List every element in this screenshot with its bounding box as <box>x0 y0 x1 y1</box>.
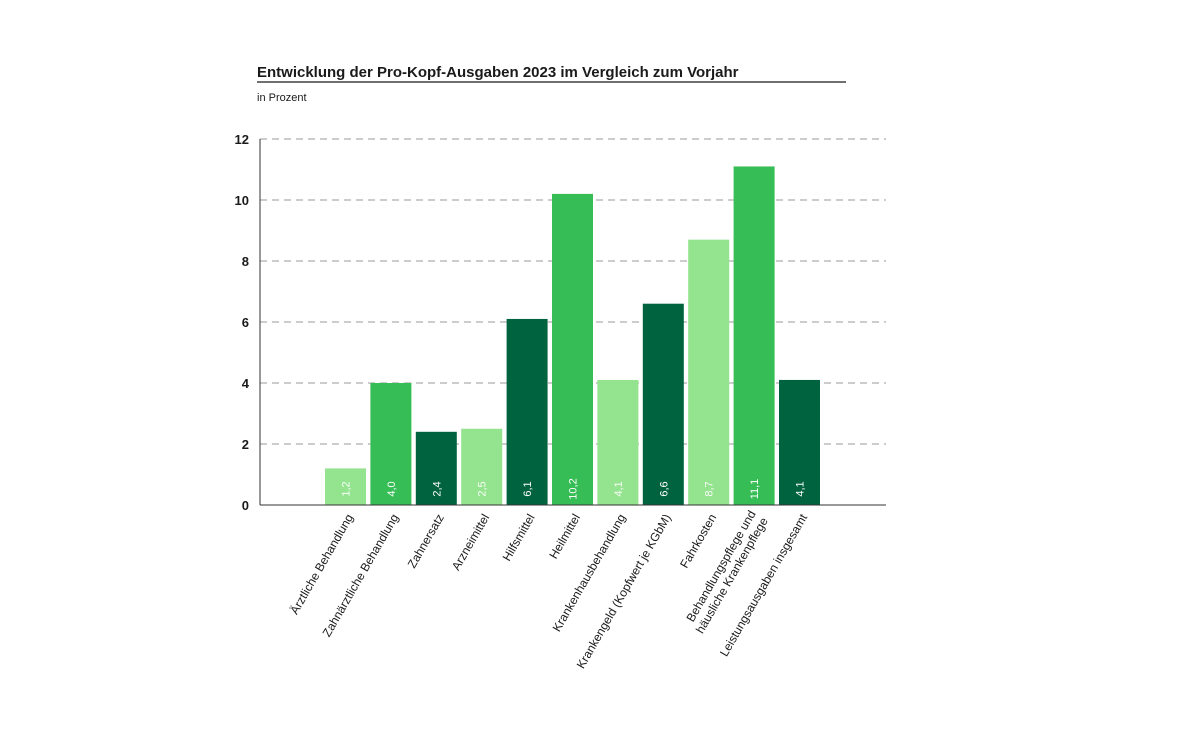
bar-value-label: 1,2 <box>341 481 353 496</box>
x-category-label: Hilfsmittel <box>500 512 538 564</box>
bar <box>733 166 775 505</box>
x-category-label: Behandlungspflege undhäusliche Krankenpf… <box>681 508 771 636</box>
y-tick-label: 12 <box>235 132 249 147</box>
bar-value-label: 6,1 <box>522 481 534 496</box>
y-tick-label: 10 <box>235 193 249 208</box>
bar <box>597 379 639 505</box>
bar <box>370 383 412 505</box>
bars <box>325 166 820 505</box>
y-tick-label: 2 <box>242 437 249 452</box>
bar-value-label: 6,6 <box>658 481 670 496</box>
chart-subtitle: in Prozent <box>257 92 307 104</box>
bar-value-label: 4,1 <box>795 481 807 496</box>
bar <box>688 239 730 505</box>
x-category-label: Arzneimittel <box>449 512 492 573</box>
bar-value-label: 2,4 <box>431 481 443 496</box>
bar-value-label: 10,2 <box>568 478 580 499</box>
bar-value-label: 11,1 <box>749 479 761 500</box>
y-tick-label: 8 <box>242 254 249 269</box>
bar <box>506 318 548 505</box>
bar-value-label: 4,1 <box>613 481 625 496</box>
x-category-label: Fahrkosten <box>677 512 719 571</box>
bar <box>642 303 684 505</box>
chart-title: Entwicklung der Pro-Kopf-Ausgaben 2023 i… <box>257 64 739 81</box>
x-category-label: Krankengeld (Kopfwert je KGbM) <box>574 512 674 672</box>
bar <box>779 379 820 505</box>
x-category-label: Zahnersatz <box>405 512 447 571</box>
bar-value-label: 8,7 <box>704 481 716 496</box>
y-tick-label: 4 <box>242 376 250 391</box>
bar <box>415 431 457 505</box>
value-labels: 1,2 4,0 2,4 2,5 6,1 10,2 4,1 6,6 8,7 11,1 4,1 <box>341 478 807 499</box>
bar <box>552 193 593 505</box>
bar <box>461 428 503 505</box>
bar-value-label: 4,0 <box>386 481 398 496</box>
x-category-label: Heilmittel <box>546 512 583 562</box>
bar-value-label: 2,5 <box>477 481 489 496</box>
bar <box>325 468 366 505</box>
y-tick-label: 6 <box>242 315 249 330</box>
y-tick-label: 0 <box>242 498 249 513</box>
y-axis-tick-labels: 0 2 4 6 8 10 12 <box>235 132 250 513</box>
